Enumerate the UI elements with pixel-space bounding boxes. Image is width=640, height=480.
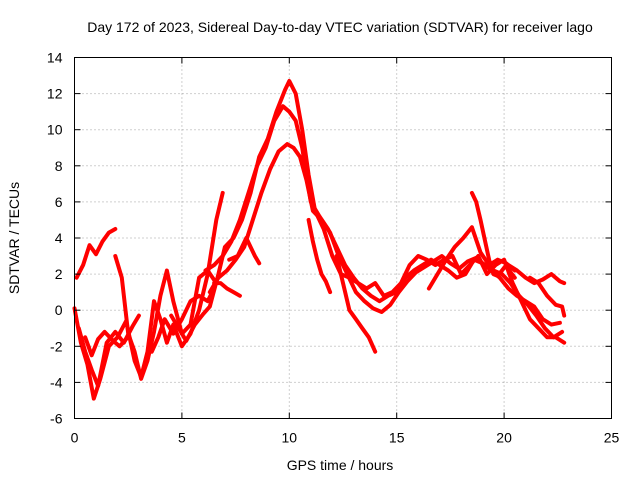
x-tick-label: 15 — [389, 430, 405, 446]
y-tick-label: 14 — [47, 50, 63, 66]
series-line-arc-17 — [527, 275, 567, 318]
y-tick-label: 6 — [55, 194, 63, 210]
series-line-arc-12 — [227, 236, 262, 266]
y-tick-label: 4 — [55, 230, 63, 246]
series-line-arc-6 — [149, 286, 217, 354]
series-line-arc-5 — [113, 254, 219, 381]
x-axis-title: GPS time / hours — [287, 457, 394, 473]
series-line-arc-11 — [306, 217, 333, 295]
grid — [74, 57, 612, 419]
x-tick-label: 0 — [71, 430, 79, 446]
y-tick-label: -2 — [50, 338, 63, 354]
chart-title: Day 172 of 2023, Sidereal Day-to-day VTE… — [87, 19, 593, 35]
series-line-arc-8 — [203, 104, 562, 327]
y-tick-label: -4 — [50, 374, 63, 390]
series-line-arc-15 — [469, 190, 517, 280]
x-tick-label: 20 — [496, 430, 512, 446]
data-series — [72, 79, 567, 401]
y-tick-label: 10 — [47, 122, 63, 138]
x-tick-label: 5 — [178, 430, 186, 446]
y-tick-label: -6 — [50, 411, 63, 427]
series-line-arc-9 — [207, 142, 565, 340]
x-tick-label: 25 — [604, 430, 620, 446]
x-tick-label: 10 — [282, 430, 298, 446]
series-line-arc-4 — [83, 329, 129, 358]
series-line-arc-13 — [212, 281, 242, 298]
y-tick-label: 2 — [55, 266, 63, 282]
y-tick-label: 0 — [55, 302, 63, 318]
series-line-arc-2 — [74, 227, 118, 280]
y-tick-label: 8 — [55, 158, 63, 174]
y-tick-label: 12 — [47, 86, 63, 102]
series-line-arc-10 — [334, 254, 378, 354]
y-axis-title: SDTVAR / TECUs — [6, 182, 22, 294]
series-line-arc-14 — [426, 225, 517, 291]
axis-ticks: 0 5 10 15 20 25 -6 -4 -2 0 2 4 6 8 10 12 14 — [47, 50, 620, 446]
